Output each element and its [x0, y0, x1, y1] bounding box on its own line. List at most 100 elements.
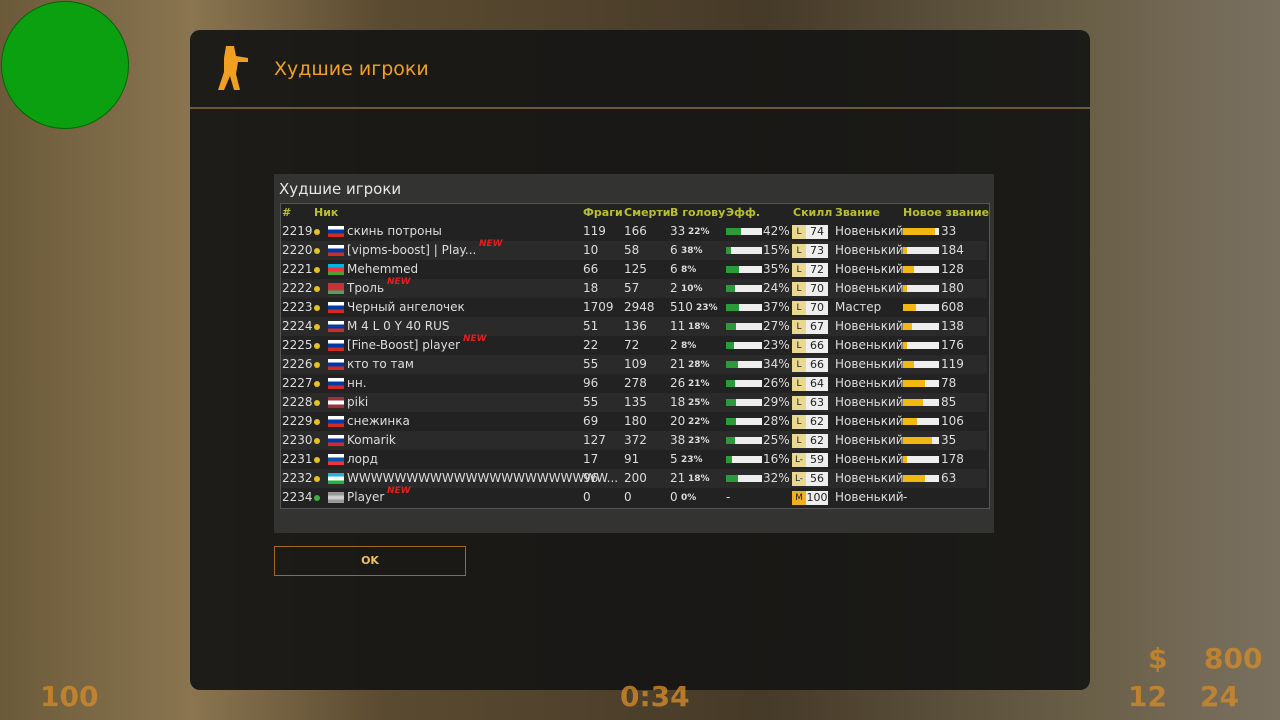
skill: 63	[806, 396, 828, 410]
rank: 2231	[282, 452, 313, 466]
headshot-pct: 18%	[688, 474, 710, 484]
skill-grade: L-	[792, 472, 806, 486]
deaths: 166	[624, 224, 647, 238]
column-header: Эфф.	[726, 206, 761, 219]
eff-track	[726, 285, 762, 292]
points: 608	[941, 300, 964, 314]
headshot-pct: 25%	[688, 398, 710, 408]
deaths: 278	[624, 376, 647, 390]
skill: 64	[806, 377, 828, 391]
eff-track	[726, 361, 762, 368]
rank: 2226	[282, 357, 313, 371]
headshots: 510	[670, 300, 693, 314]
player-name: Mehemmed	[347, 262, 419, 276]
skill-grade: L	[792, 320, 806, 334]
skill-grade: L	[792, 263, 806, 277]
player-name: снежинка	[347, 414, 410, 428]
headshot-pct: 8%	[681, 341, 697, 351]
separator	[190, 107, 1090, 109]
skill-grade: L	[792, 396, 806, 410]
deaths: 2948	[624, 300, 655, 314]
progress-bar	[903, 380, 925, 387]
status-dot	[314, 457, 320, 463]
deaths: 125	[624, 262, 647, 276]
frags: 22	[583, 338, 599, 352]
skill-grade: L	[792, 377, 806, 391]
progress-bar	[903, 247, 907, 254]
progress-track	[903, 247, 939, 254]
headshot-pct: 22%	[688, 417, 710, 427]
progress-bar	[903, 361, 914, 368]
eff-label: 37%	[763, 300, 790, 314]
eff-bar	[726, 456, 732, 463]
ammo-clip: 12	[1128, 680, 1167, 713]
points: 180	[941, 281, 964, 295]
frags: 55	[583, 357, 599, 371]
deaths: 180	[624, 414, 647, 428]
new-badge: NEW	[479, 239, 503, 249]
rank-title: Новенький	[835, 319, 904, 333]
eff-bar	[726, 266, 739, 273]
status-dot	[314, 267, 320, 273]
deaths: 58	[624, 243, 640, 257]
frags: 55	[583, 395, 599, 409]
rank: 2219	[282, 224, 313, 238]
rank-title: Мастер	[835, 300, 882, 314]
points: 78	[941, 376, 957, 390]
column-header: Новое звание	[903, 206, 990, 219]
rank: 2234	[282, 490, 313, 504]
frags: 66	[583, 262, 599, 276]
eff-label: 24%	[763, 281, 790, 295]
rank: 2227	[282, 376, 313, 390]
points: 63	[941, 471, 957, 485]
rank-title: Новенький	[835, 376, 904, 390]
skill: 66	[806, 339, 828, 353]
eff-track	[726, 342, 762, 349]
skill-grade: L	[792, 415, 806, 429]
flag	[328, 340, 344, 351]
skill-grade: M	[792, 491, 806, 505]
headshots: 6	[670, 262, 678, 276]
progress-track	[903, 361, 939, 368]
headshots: 21	[670, 357, 686, 371]
eff-track	[726, 323, 762, 330]
flag	[328, 226, 344, 237]
rank-title: Новенький	[835, 338, 904, 352]
skill: 70	[806, 282, 828, 296]
rank: 2229	[282, 414, 313, 428]
flag	[328, 302, 344, 313]
progress-bar	[903, 418, 918, 425]
money: 800	[1204, 642, 1263, 675]
new-badge: NEW	[387, 486, 411, 496]
eff-label: 32%	[763, 471, 790, 485]
headshots: 38	[670, 433, 686, 447]
eff-track	[726, 247, 762, 254]
deaths: 57	[624, 281, 640, 295]
skill: 59	[806, 453, 828, 467]
progress-track	[903, 456, 939, 463]
headshot-pct: 38%	[681, 246, 703, 256]
eff-bar	[726, 399, 737, 406]
status-dot	[314, 495, 320, 501]
rank: 2228	[282, 395, 313, 409]
points: 119	[941, 357, 964, 371]
timer: 0:34	[620, 680, 690, 713]
radar	[1, 1, 129, 129]
ok-button[interactable]: OK	[274, 546, 466, 576]
deaths: 91	[624, 452, 640, 466]
headshots: 6	[670, 243, 678, 257]
progress-track	[903, 323, 939, 330]
rank-title: Новенький	[835, 433, 904, 447]
points: 138	[941, 319, 964, 333]
rank: 2221	[282, 262, 313, 276]
skill: 66	[806, 358, 828, 372]
headshot-pct: 23%	[688, 436, 710, 446]
frags: 119	[583, 224, 606, 238]
rank-title: Новенький	[835, 357, 904, 371]
progress-bar	[903, 304, 916, 311]
skill: 56	[806, 472, 828, 486]
progress-track	[903, 418, 939, 425]
status-dot	[314, 248, 320, 254]
headshots: 2	[670, 281, 678, 295]
